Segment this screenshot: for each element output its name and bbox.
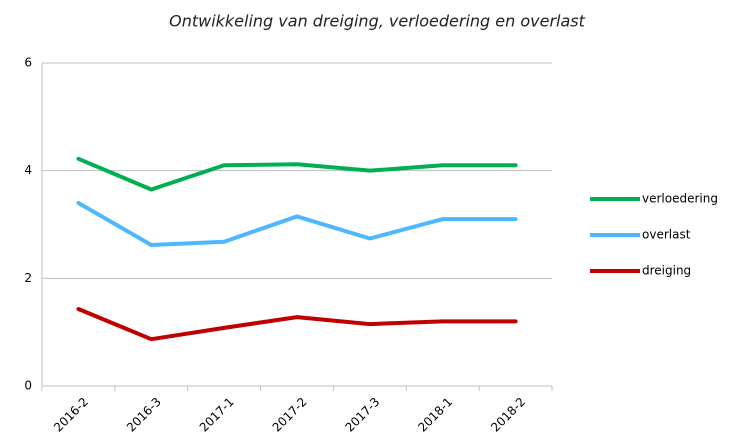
y-tick-label: 6 xyxy=(24,56,32,70)
y-tick-label: 2 xyxy=(24,271,32,285)
legend-label: dreiging xyxy=(642,264,691,278)
y-tick-label: 4 xyxy=(24,163,32,177)
x-tick-label: 2018-1 xyxy=(415,395,455,435)
series-line xyxy=(76,156,518,192)
series-line xyxy=(76,200,518,247)
x-tick-label: 2018-2 xyxy=(488,395,528,435)
legend-label: verloedering xyxy=(642,192,718,206)
x-tick-label: 2017-3 xyxy=(342,395,382,435)
legend-label: overlast xyxy=(642,228,691,242)
x-tick-label: 2016-3 xyxy=(124,395,164,435)
x-tick-label: 2016-2 xyxy=(51,395,91,435)
x-tick-label: 2017-2 xyxy=(270,395,310,435)
series-line xyxy=(76,307,518,342)
y-tick-label: 0 xyxy=(24,379,32,393)
chart-title: Ontwikkeling van dreiging, verloedering … xyxy=(169,12,585,31)
x-tick-label: 2017-1 xyxy=(197,395,237,435)
